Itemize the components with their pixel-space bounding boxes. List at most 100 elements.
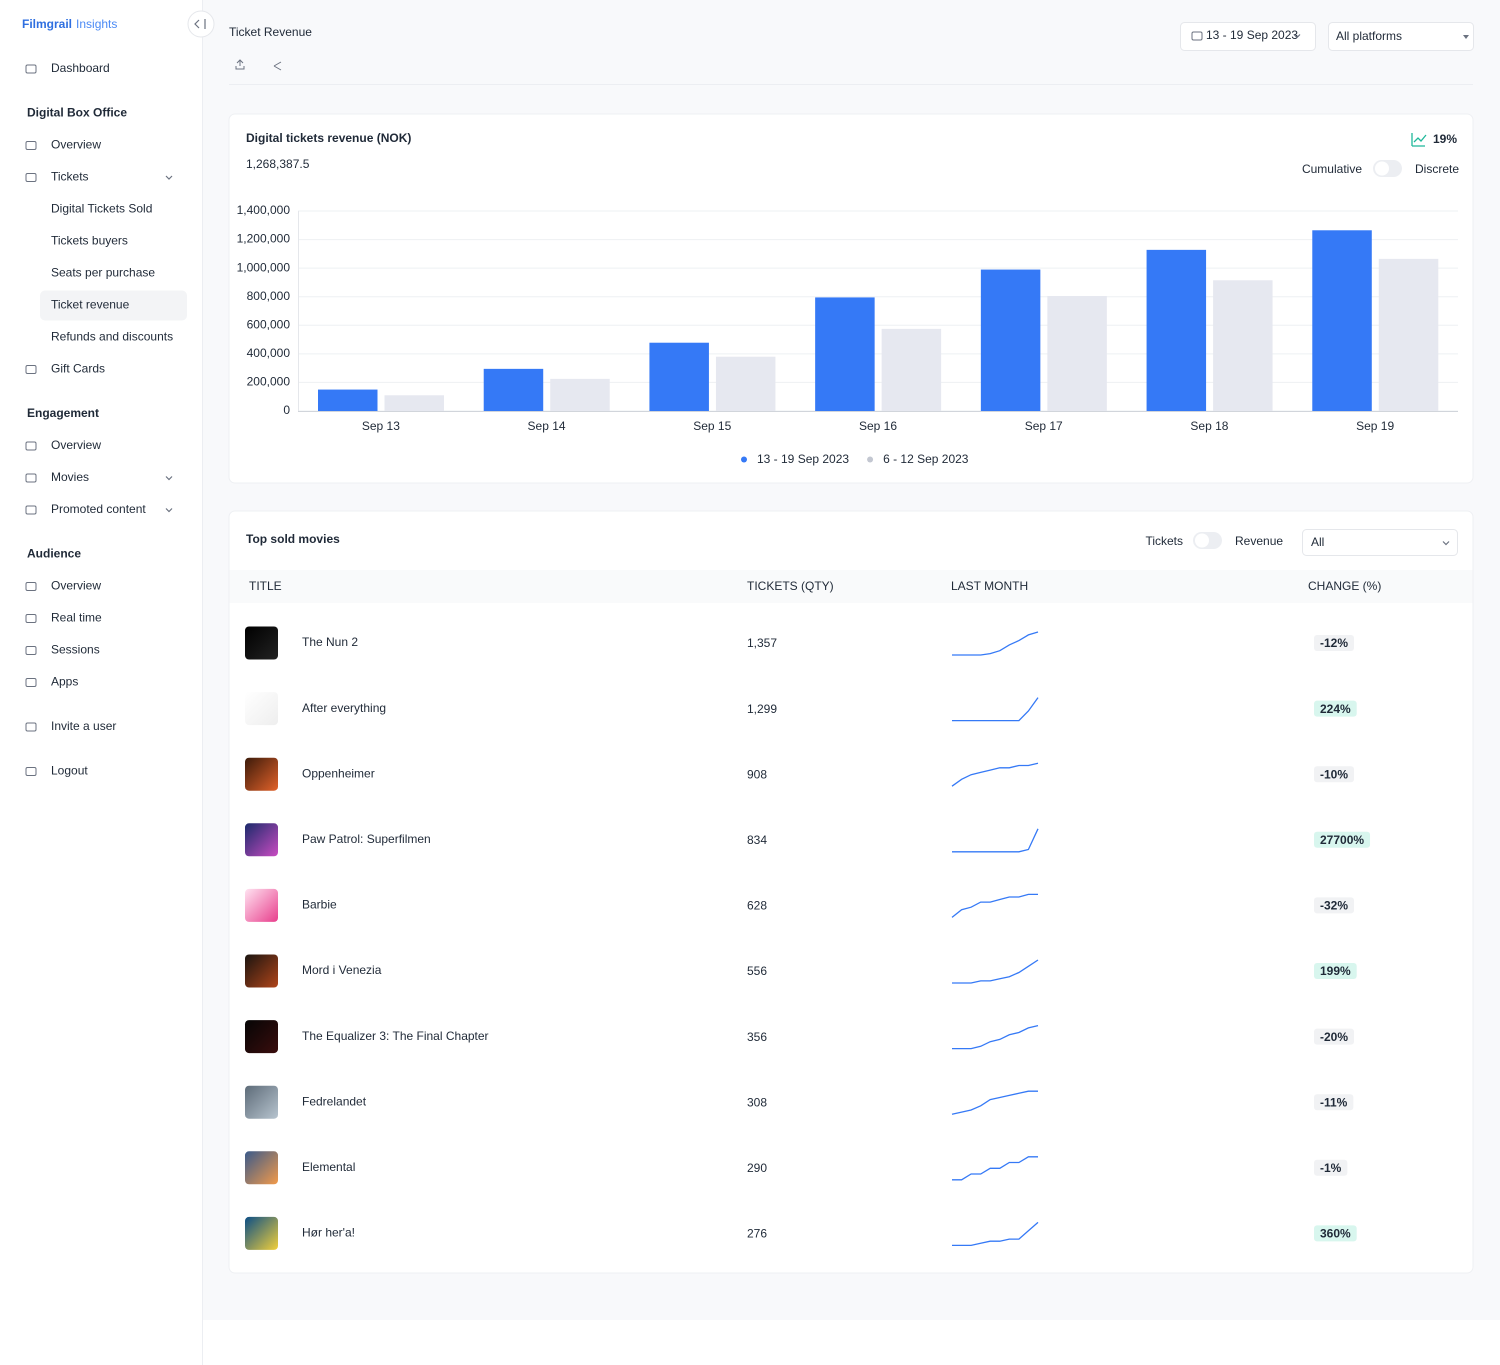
nav-item[interactable]: Overview [51, 579, 101, 593]
nav-icon [25, 64, 37, 74]
x-tick-label: Sep 17 [1025, 419, 1063, 433]
date-range: 13 - 19 Sep 2023 [1206, 28, 1298, 42]
bar [550, 378, 610, 411]
movie-poster [245, 823, 278, 857]
change-badge [1314, 963, 1357, 979]
nav-item[interactable]: Gift Cards [51, 362, 105, 376]
export-icon[interactable] [235, 59, 245, 70]
column-header: TICKETS (QTY) [747, 579, 834, 593]
change-value: 360% [1320, 1227, 1351, 1241]
x-tick-label: Sep 13 [362, 419, 400, 433]
nav-item[interactable]: Tickets [51, 170, 89, 184]
nav-item[interactable]: Promoted content [51, 502, 146, 516]
nav-icon [25, 614, 37, 623]
y-tick-label: 400,000 [247, 346, 291, 360]
select-arrow [1463, 35, 1469, 39]
change-value: -10% [1320, 767, 1348, 781]
tickets-value: 556 [747, 964, 767, 978]
nav-section-title: Engagement [27, 406, 99, 420]
change-value: -1% [1320, 1161, 1342, 1175]
movie-poster [245, 1020, 278, 1054]
nav-item[interactable]: Apps [51, 675, 78, 689]
brand-product: Insights [76, 17, 117, 31]
movie-title[interactable]: Oppenheimer [302, 766, 375, 780]
legend-dot [867, 456, 874, 463]
x-tick-label: Sep 18 [1190, 419, 1228, 433]
nav-subitem[interactable]: Tickets buyers [51, 234, 128, 248]
tickets-value: 276 [747, 1227, 767, 1241]
movie-poster [245, 626, 278, 660]
change-value: 199% [1320, 964, 1351, 978]
change-badge [1314, 1094, 1354, 1111]
sparkline [951, 1090, 1038, 1115]
nav-subitem[interactable]: Refunds and discounts [51, 330, 173, 344]
nav-icon [25, 582, 37, 591]
share-icon[interactable] [273, 61, 282, 71]
tickets-value: 290 [747, 1161, 767, 1175]
brand-name: Filmgrail [22, 17, 72, 31]
nav-subitem[interactable]: Ticket revenue [51, 298, 130, 312]
legend-dot [741, 456, 747, 463]
nav-item[interactable]: Overview [51, 138, 101, 152]
movie-title[interactable]: After everything [302, 701, 386, 715]
column-header: CHANGE (%) [1308, 579, 1381, 593]
change-value: -32% [1320, 899, 1348, 913]
nav-item[interactable]: Sessions [51, 643, 100, 657]
bar [980, 269, 1041, 411]
chart-title: Digital tickets revenue (NOK) [246, 131, 411, 145]
chart-change: 19% [1433, 132, 1457, 146]
legend-label: 6 - 12 Sep 2023 [883, 452, 969, 466]
bar [1146, 249, 1207, 411]
bar [715, 356, 776, 411]
nav-item[interactable]: Overview [51, 438, 101, 452]
bar [384, 395, 444, 411]
nav-icon [25, 722, 37, 732]
movie-title[interactable]: Fedrelandet [302, 1094, 367, 1108]
movie-title[interactable]: The Nun 2 [302, 635, 358, 649]
sparkline [952, 959, 1039, 984]
sparkline [952, 1024, 1039, 1050]
toggle-label: Cumulative [1302, 162, 1362, 176]
y-tick-label: 1,200,000 [237, 232, 291, 246]
movie-title[interactable]: Barbie [302, 898, 337, 912]
movie-title[interactable]: The Equalizer 3: The Final Chapter [302, 1029, 489, 1043]
brand: Filmgrail Insights [22, 17, 117, 31]
nav-item[interactable]: Invite a user [51, 719, 116, 733]
change-value: -20% [1320, 1030, 1348, 1044]
nav-icon [25, 678, 37, 687]
sparkline [952, 1221, 1039, 1247]
toggle-label: Tickets [1145, 534, 1183, 548]
nav-item[interactable]: Dashboard [51, 61, 110, 75]
nav-subitem[interactable]: Seats per purchase [51, 266, 155, 280]
change-value: 224% [1320, 702, 1351, 716]
nav-icon [25, 505, 37, 515]
tickets-value: 308 [747, 1095, 767, 1109]
movie-title[interactable]: Paw Patrol: Superfilmen [302, 832, 431, 846]
table-title: Top sold movies [246, 532, 340, 546]
platform-select[interactable] [1328, 22, 1474, 51]
table-card [228, 510, 1474, 1274]
nav-item[interactable]: Movies [51, 470, 89, 484]
nav-icon [25, 365, 37, 374]
bar [815, 297, 875, 411]
y-tick-label: 1,000,000 [237, 260, 291, 274]
filter-select[interactable] [1302, 529, 1458, 556]
movie-poster [245, 954, 278, 988]
nav-item[interactable]: Logout [51, 764, 88, 778]
nav-item[interactable]: Real time [51, 611, 102, 625]
legend-label: 13 - 19 Sep 2023 [757, 452, 849, 466]
chevron-icon [1442, 541, 1450, 546]
movie-title[interactable]: Hør her'a! [302, 1226, 355, 1240]
column-header: LAST MONTH [951, 579, 1028, 593]
chevron-icon [165, 508, 173, 513]
nav-section-title: Audience [27, 547, 81, 561]
collapse-button[interactable] [187, 10, 215, 38]
nav-subitem[interactable]: Digital Tickets Sold [51, 202, 152, 216]
date-picker[interactable] [1180, 22, 1316, 51]
movie-title[interactable]: Mord i Venezia [302, 963, 382, 977]
nav-icon [25, 173, 37, 182]
movie-title[interactable]: Elemental [302, 1160, 355, 1174]
nav-icon [25, 767, 37, 776]
trend-icon [1411, 133, 1427, 147]
